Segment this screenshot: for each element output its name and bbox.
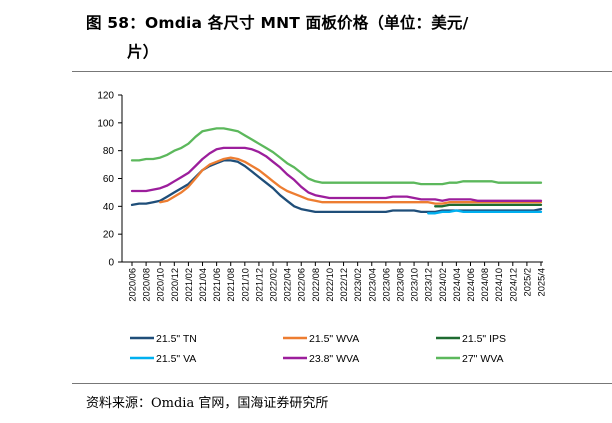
legend-label: 21.5" VA <box>156 353 196 365</box>
x-tick-label: 2021/12 <box>254 268 264 302</box>
x-tick-label: 2022/10 <box>325 268 335 302</box>
x-tick-label: 2020/08 <box>142 268 152 302</box>
series-line <box>130 127 543 186</box>
x-tick-label: 2020/06 <box>128 268 138 302</box>
x-tick-label: 2025/4 <box>537 268 547 296</box>
y-tick-label: 20 <box>103 230 115 241</box>
x-tick-label: 2023/04 <box>367 268 377 302</box>
x-tick-label: 2022/02 <box>269 268 279 302</box>
x-tick-label: 2022/08 <box>311 268 321 302</box>
legend-label: 21.5" WVA <box>309 333 359 345</box>
x-tick-label: 2023/08 <box>395 268 405 302</box>
x-tick-label: 2022/12 <box>339 268 349 302</box>
x-tick-label: 2024/06 <box>466 268 476 302</box>
legend-label: 27" WVA <box>462 353 503 365</box>
chart-series-lines <box>130 127 543 215</box>
series-line <box>159 156 543 205</box>
x-tick-label: 2021/08 <box>226 268 236 302</box>
x-tick-label: 2024/12 <box>508 268 518 302</box>
x-tick-label: 2023/10 <box>410 268 420 302</box>
x-tick-label: 2022/04 <box>283 268 293 302</box>
bottom-divider <box>72 383 612 384</box>
x-tick-label: 2021/02 <box>184 268 194 302</box>
legend-label: 21.5" IPS <box>462 333 506 345</box>
y-tick-label: 120 <box>97 91 114 102</box>
figure-title-line1: 图 58：Omdia 各尺寸 MNT 面板价格（单位：美元/ <box>86 14 469 32</box>
chart-legend: 21.5" TN 21.5" WVA 21.5" IPS 21.5" VA 23.8" … <box>130 333 506 365</box>
chart-axes: 0 20 40 60 80 100 120 2020/06 2020/08 2020/10 2020… <box>97 91 546 302</box>
x-tick-label: 2020/12 <box>170 268 180 302</box>
series-line <box>130 146 543 202</box>
x-tick-label: 2020/10 <box>156 268 166 302</box>
legend-label: 23.8" WVA <box>309 353 359 365</box>
source-note: 资料来源：Omdia 官网，国海证券研究所 <box>86 396 329 411</box>
legend-label: 21.5" TN <box>156 333 197 345</box>
y-tick-label: 60 <box>103 174 115 185</box>
x-tick-label: 2023/02 <box>353 268 363 302</box>
x-tick-label: 2024/02 <box>438 268 448 302</box>
series-line <box>427 209 543 215</box>
x-tick-label: 2022/06 <box>297 268 307 302</box>
y-tick-label: 100 <box>97 118 114 129</box>
figure-title-line2: 片） <box>127 43 159 61</box>
x-tick-label: 2023/06 <box>381 268 391 302</box>
x-tick-label: 2021/10 <box>240 268 250 302</box>
y-tick-label: 0 <box>108 258 114 269</box>
figure-title: 图 58：Omdia 各尺寸 MNT 面板价格（单位：美元/ 片） <box>86 9 586 67</box>
top-divider <box>72 71 612 72</box>
x-tick-label: 2024/10 <box>494 268 504 302</box>
x-tick-label: 2021/06 <box>212 268 222 302</box>
x-tick-label: 2024/04 <box>452 268 462 302</box>
x-tick-label: 2024/08 <box>480 268 490 302</box>
x-tick-label: 2025/2 <box>522 268 532 296</box>
y-tick-label: 80 <box>103 146 115 157</box>
y-tick-label: 40 <box>103 202 115 213</box>
series-line <box>434 203 543 208</box>
x-tick-label: 2021/04 <box>198 268 208 302</box>
x-tick-label: 2023/12 <box>424 268 434 302</box>
